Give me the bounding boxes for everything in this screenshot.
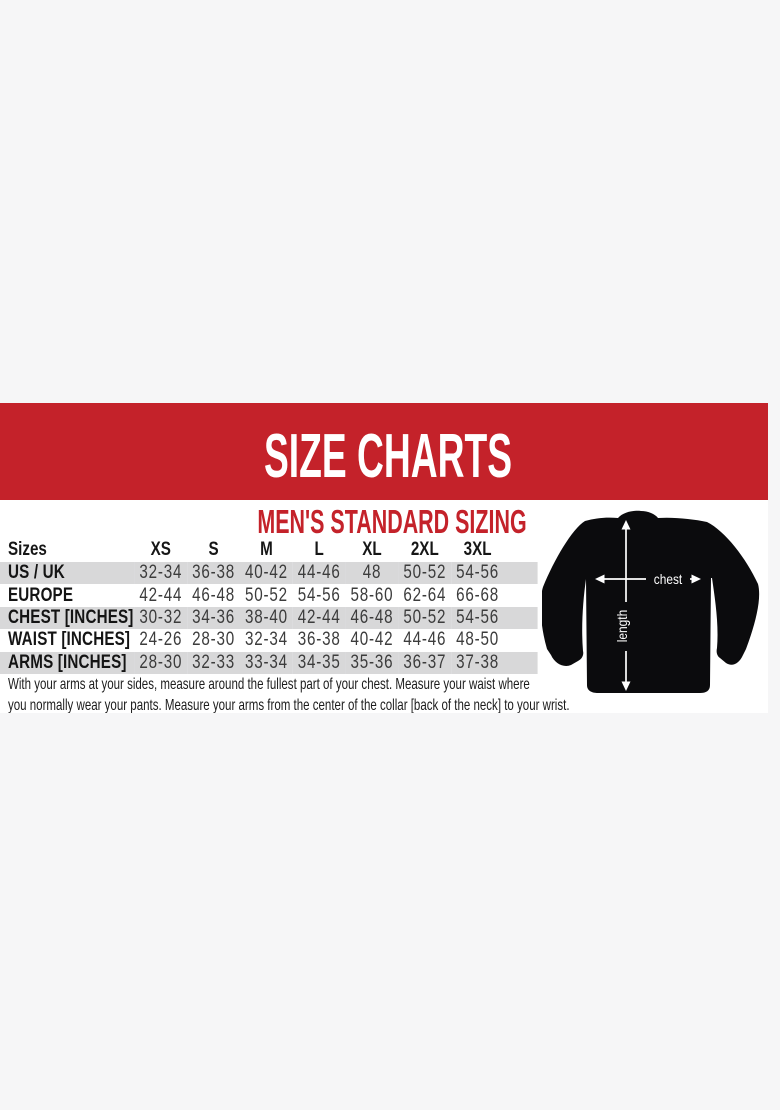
- table-header-row: Sizes XS S M L XL 2XL 3XL: [0, 537, 538, 562]
- size-value-cell: 58-60: [350, 584, 394, 606]
- table-row: WAIST [INCHES] 24-26 28-30 32-34 36-38 40-42 4…: [0, 629, 538, 651]
- size-value-cell: 66-68: [456, 584, 500, 606]
- size-value-cell: 48: [362, 562, 382, 584]
- row-label-cell: WAIST [INCHES]: [8, 629, 131, 651]
- size-value-cell: 44-46: [403, 629, 447, 651]
- size-value-cell: 32-34: [244, 629, 288, 651]
- measurement-note-line2: you normally wear your pants. Measure yo…: [8, 696, 570, 714]
- sizes-header: Sizes: [8, 538, 47, 560]
- table-row: US / UK 32-34 36-38 40-42 44-46 48 50-52 54-56: [0, 562, 538, 585]
- size-value-cell: 36-38: [192, 562, 236, 584]
- size-value-cell: 54-56: [297, 584, 341, 606]
- row-label-cell: ARMS [INCHES]: [8, 651, 127, 673]
- spacer-cell: [504, 607, 538, 629]
- size-value-cell: 32-33: [192, 651, 236, 673]
- chest-measure-label: chest: [653, 571, 683, 587]
- mens-sizing-table: Sizes XS S M L XL 2XL 3XL US / UK 32-34 36-38 40-4…: [0, 537, 538, 674]
- size-value-cell: 30-32: [139, 606, 183, 628]
- size-value-cell: 46-48: [350, 606, 394, 628]
- size-value-cell: 28-30: [192, 629, 236, 651]
- size-value-cell: 62-64: [403, 584, 447, 606]
- row-label-cell: EUROPE: [8, 584, 74, 606]
- size-value-cell: 42-44: [139, 584, 183, 606]
- size-value-cell: 40-42: [244, 562, 288, 584]
- size-value-cell: 37-38: [456, 651, 500, 673]
- table-row: EUROPE 42-44 46-48 50-52 54-56 58-60 62-64 66-6…: [0, 584, 538, 606]
- size-value-cell: 34-35: [297, 651, 341, 673]
- size-value-cell: 50-52: [403, 606, 447, 628]
- chest-arrow: [595, 574, 701, 584]
- size-value-cell: 34-36: [192, 606, 236, 628]
- column-header-xl: XL: [362, 538, 382, 560]
- size-value-cell: 28-30: [139, 651, 183, 673]
- spacer-cell: [504, 584, 538, 606]
- size-value-cell: 54-56: [456, 606, 500, 628]
- size-value-cell: 36-38: [297, 629, 341, 651]
- measurement-note-line1: With your arms at your sides, measure ar…: [8, 676, 530, 693]
- size-value-cell: 42-44: [297, 606, 341, 628]
- column-header-l: L: [314, 538, 324, 560]
- spacer-cell: [504, 537, 538, 562]
- size-value-cell: 54-56: [456, 562, 500, 584]
- size-value-cell: 24-26: [139, 629, 183, 651]
- column-header-s: S: [208, 538, 219, 560]
- column-header-2xl: 2XL: [410, 538, 439, 560]
- banner-title: SIZE CHARTS: [263, 422, 513, 491]
- length-arrow: [621, 520, 631, 691]
- measurement-note: With your arms at your sides, measure ar…: [8, 675, 768, 713]
- size-table: Sizes XS S M L XL 2XL 3XL US / UK 32-34 36-38 40-4…: [0, 537, 538, 674]
- column-header-xs: XS: [150, 538, 171, 560]
- row-label-cell: US / UK: [8, 562, 65, 584]
- size-value-cell: 44-46: [297, 562, 341, 584]
- length-measure-label: length: [614, 609, 630, 643]
- row-label-cell: CHEST [INCHES]: [8, 606, 134, 628]
- size-value-cell: 32-34: [139, 562, 183, 584]
- shirt-diagram: chest length: [542, 503, 764, 695]
- spacer-cell: [504, 562, 538, 584]
- size-value-cell: 48-50: [456, 629, 500, 651]
- section-heading: MEN'S STANDARD SIZING: [257, 503, 527, 540]
- long-sleeve-shirt-illustration: [542, 510, 760, 693]
- column-header-3xl: 3XL: [463, 538, 492, 560]
- size-value-cell: 40-42: [350, 629, 394, 651]
- table-row: CHEST [INCHES] 30-32 34-36 38-40 42-44 46-48 5…: [0, 606, 538, 630]
- size-value-cell: 50-52: [403, 562, 447, 584]
- size-value-cell: 33-34: [244, 651, 288, 673]
- size-value-cell: 50-52: [244, 584, 288, 606]
- spacer-cell: [504, 629, 538, 651]
- size-value-cell: 36-37: [403, 651, 447, 673]
- shirt-silhouette: [542, 510, 760, 693]
- size-value-cell: 35-36: [350, 651, 394, 673]
- size-value-cell: 46-48: [192, 584, 236, 606]
- column-header-m: M: [260, 538, 273, 560]
- size-charts-banner: SIZE CHARTS: [0, 403, 768, 500]
- size-value-cell: 38-40: [244, 606, 288, 628]
- spacer-cell: [504, 652, 538, 674]
- size-chart-panel: SIZE CHARTS MEN'S STANDARD SIZING Sizes X…: [0, 403, 768, 713]
- table-row: ARMS [INCHES] 28-30 32-33 33-34 34-35 35-36 36…: [0, 651, 538, 674]
